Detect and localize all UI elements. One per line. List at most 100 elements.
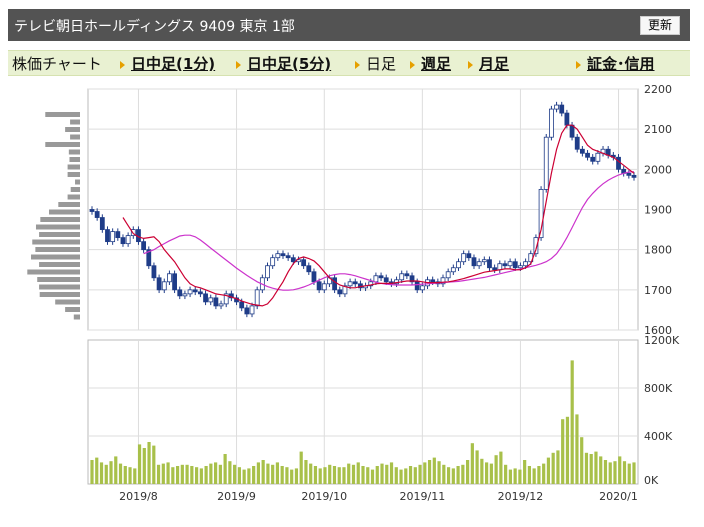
candle-body bbox=[337, 289, 343, 295]
volume-bar bbox=[518, 469, 522, 484]
tab-intraday-5min[interactable]: 日中足(5分) bbox=[236, 53, 331, 74]
volume-bar bbox=[190, 466, 194, 484]
volume-bar bbox=[356, 462, 360, 484]
volume-bar bbox=[432, 457, 436, 484]
refresh-button[interactable]: 更新 bbox=[640, 16, 680, 35]
candle-body bbox=[574, 136, 580, 150]
candle-body bbox=[290, 257, 296, 263]
candle-body bbox=[187, 289, 193, 295]
volume-bar bbox=[599, 456, 603, 484]
candle-body bbox=[332, 277, 338, 291]
volume-bar bbox=[556, 450, 560, 484]
volume-bar bbox=[494, 455, 498, 484]
price-tick-label: 1600 bbox=[644, 324, 672, 337]
candle-body bbox=[285, 255, 291, 259]
volume-bar bbox=[318, 468, 322, 484]
candle-body bbox=[239, 301, 245, 309]
volume-bar bbox=[504, 464, 508, 484]
volume-bar bbox=[275, 462, 280, 484]
candle-body bbox=[218, 303, 224, 307]
candle-body bbox=[579, 148, 585, 154]
candle-body bbox=[399, 273, 405, 281]
tab-margin-credit[interactable]: 証金･信用 bbox=[576, 53, 655, 74]
volume-profile-bar bbox=[40, 217, 80, 222]
x-axis-labels: 2019/8 2019/9 2019/10 2019/11 2019/12 2020/1 bbox=[119, 490, 638, 503]
candle-body bbox=[409, 275, 415, 283]
candle-body bbox=[223, 293, 229, 305]
candle-body bbox=[151, 265, 157, 279]
x-tick-label: 2020/1 bbox=[599, 490, 638, 503]
candle-body bbox=[564, 112, 570, 126]
candle-body bbox=[492, 267, 498, 271]
price-panel: 1600 1700 1800 1900 2000 2100 2200 bbox=[87, 83, 672, 337]
volume-bar bbox=[142, 448, 146, 484]
volume-bar bbox=[366, 467, 370, 484]
candle-body bbox=[404, 273, 410, 277]
volume-bar bbox=[418, 464, 422, 484]
volume-bar bbox=[551, 452, 555, 484]
candle-body bbox=[270, 257, 276, 267]
candle-body bbox=[487, 259, 492, 269]
candle-body bbox=[523, 261, 528, 267]
volume-bar bbox=[603, 460, 608, 484]
candle-body bbox=[105, 229, 110, 243]
volume-bar bbox=[252, 466, 256, 484]
volume-bar bbox=[408, 466, 413, 484]
candle-body bbox=[507, 261, 513, 267]
volume-panel: 0K 400K 800K 1200K bbox=[87, 334, 680, 487]
volume-bar bbox=[361, 466, 365, 484]
volume-bar bbox=[399, 469, 403, 484]
volume-bar bbox=[214, 462, 218, 484]
candle-body bbox=[373, 275, 379, 283]
volume-bar bbox=[470, 443, 474, 484]
volume-bar bbox=[523, 460, 527, 484]
moving-average-short bbox=[122, 124, 635, 307]
tab-daily[interactable]: 日足 bbox=[355, 53, 396, 74]
candle-body bbox=[533, 237, 539, 255]
tab-intraday-1min[interactable]: 日中足(1分) bbox=[120, 53, 215, 74]
volume-bar bbox=[565, 416, 570, 484]
volume-bar bbox=[261, 460, 265, 484]
candle-body bbox=[595, 152, 601, 162]
tab-monthly[interactable]: 月足 bbox=[468, 53, 509, 74]
volume-profile-bar bbox=[75, 179, 80, 185]
volume-bar bbox=[147, 442, 151, 484]
volume-bar bbox=[233, 464, 237, 484]
volume-bar bbox=[166, 462, 170, 484]
volume-bar bbox=[437, 461, 441, 484]
volume-bar bbox=[118, 463, 123, 484]
volume-bar bbox=[375, 466, 379, 484]
candle-body bbox=[213, 297, 219, 307]
candle-body bbox=[626, 172, 632, 176]
candle-body bbox=[368, 281, 374, 287]
volume-profile-bar bbox=[45, 112, 80, 117]
tab-weekly[interactable]: 週足 bbox=[410, 53, 451, 74]
volume-profile-bar bbox=[65, 127, 80, 132]
volume-bar bbox=[237, 467, 241, 484]
candle-body bbox=[352, 281, 358, 285]
candle-body bbox=[141, 241, 147, 251]
candle-body bbox=[275, 253, 281, 259]
candle-body bbox=[280, 253, 286, 257]
volume-profile-bar bbox=[27, 269, 80, 275]
candle-body bbox=[146, 249, 152, 267]
volume-bar bbox=[123, 466, 127, 484]
volume-bar bbox=[304, 460, 308, 484]
volume-bar bbox=[413, 467, 417, 484]
volume-profile-bar bbox=[67, 172, 80, 177]
candle-body bbox=[383, 277, 389, 283]
volume-bar bbox=[370, 469, 375, 484]
volume-bar bbox=[427, 460, 432, 484]
volume-profile-bar bbox=[70, 119, 80, 125]
candle-body bbox=[378, 275, 384, 279]
volume-profile-bar bbox=[35, 247, 80, 252]
candle-body bbox=[311, 271, 317, 283]
arrow-icon bbox=[576, 60, 581, 69]
candle-body bbox=[512, 261, 518, 269]
volume-bar bbox=[499, 451, 503, 484]
volume-bar bbox=[394, 467, 398, 484]
candle-body bbox=[450, 267, 456, 273]
candle-body bbox=[559, 104, 565, 114]
volume-bar bbox=[109, 461, 113, 484]
volume-bar bbox=[570, 360, 574, 484]
